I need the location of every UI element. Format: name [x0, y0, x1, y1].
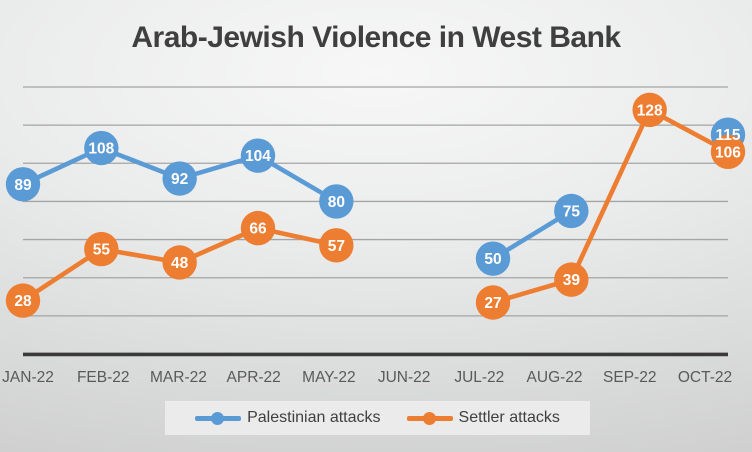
line-marker-swatch-icon — [195, 411, 242, 425]
data-point-label: 55 — [93, 242, 111, 259]
data-point-marker — [5, 283, 41, 318]
data-point-label: 66 — [249, 221, 267, 238]
x-axis-label: MAY-22 — [302, 369, 355, 386]
data-point-label: 75 — [563, 203, 581, 220]
legend-item-palestinian-attacks: Palestinian attacks — [195, 409, 381, 427]
x-axis-label: AUG-22 — [527, 369, 583, 386]
data-point-label: 128 — [637, 102, 663, 119]
data-point-marker — [475, 285, 511, 320]
chart-legend: Palestinian attacks Settler attacks — [165, 401, 590, 435]
data-point-marker — [162, 161, 197, 196]
data-point-marker — [240, 138, 276, 173]
data-point-marker — [84, 130, 119, 166]
legend-label-settler-attacks: Settler attacks — [458, 409, 560, 426]
data-point-label: 108 — [88, 141, 114, 158]
chart-title: Arab-Jewish Violence in West Bank — [131, 21, 621, 54]
data-point-label: 50 — [484, 251, 501, 268]
data-point-marker — [554, 193, 589, 229]
data-point-marker — [5, 167, 41, 202]
x-axis-label: JUL-22 — [454, 369, 504, 386]
x-axis-label: JUN-22 — [378, 369, 431, 386]
x-axis-label: FEB-22 — [77, 369, 130, 386]
data-point-marker — [710, 134, 746, 170]
data-point-label: 89 — [14, 177, 32, 194]
data-point-label: 27 — [484, 295, 501, 312]
data-point-marker — [84, 231, 119, 267]
series-line — [490, 107, 731, 305]
legend-label-palestinian-attacks: Palestinian attacks — [247, 409, 381, 426]
x-axis-label: SEP-22 — [603, 369, 656, 386]
x-axis-label: APR-22 — [227, 369, 281, 386]
data-point-label: 48 — [171, 255, 189, 272]
data-point-marker — [240, 210, 276, 246]
data-point-marker — [554, 262, 589, 297]
x-axis-label: MAR-22 — [150, 369, 207, 386]
data-point-label: 57 — [328, 238, 345, 255]
data-point-marker — [319, 184, 354, 219]
data-point-label: 28 — [14, 293, 32, 310]
legend-item-settler-attacks: Settler attacks — [406, 409, 560, 427]
line-marker-swatch-icon — [406, 411, 453, 425]
data-point-marker — [632, 92, 667, 128]
data-point-label: 106 — [715, 144, 741, 161]
data-point-marker — [319, 228, 354, 263]
data-point-label: 39 — [563, 272, 581, 289]
data-point-label: 115 — [715, 127, 740, 144]
data-point-label: 104 — [245, 148, 271, 165]
x-axis-label: JAN-22 — [2, 369, 54, 386]
data-point-label: 92 — [171, 171, 188, 188]
data-point-label: 80 — [328, 194, 345, 211]
data-point-marker — [475, 241, 511, 276]
x-axis-label: OCT-22 — [678, 369, 732, 386]
data-point-marker — [162, 245, 197, 280]
